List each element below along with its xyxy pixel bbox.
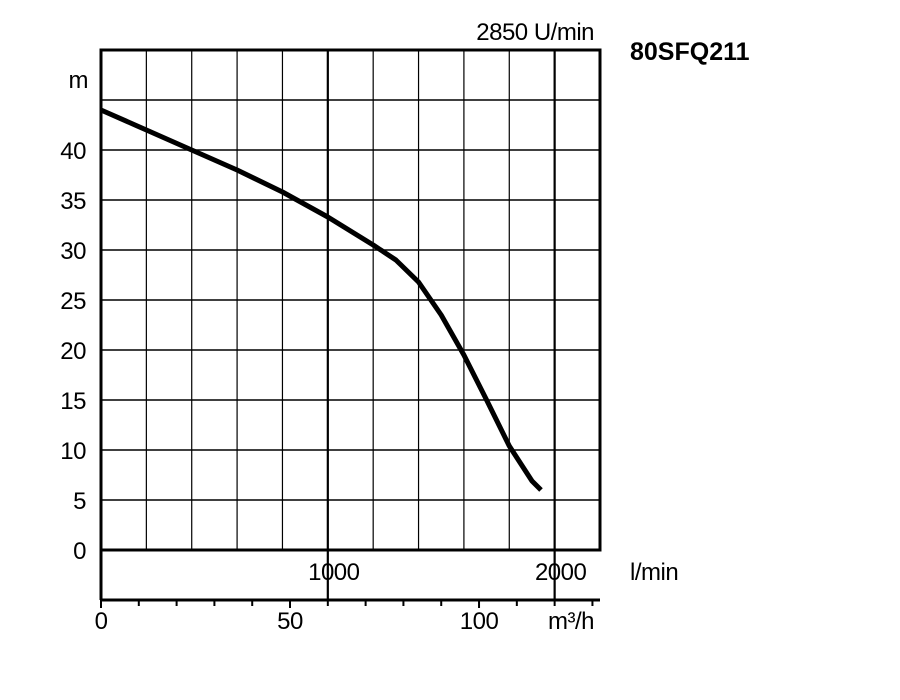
x-axis-label: l/min xyxy=(630,559,678,586)
secondary-x-tick-label: 50 xyxy=(277,608,303,635)
secondary-x-axis-label: m³/h xyxy=(548,608,594,635)
y-tick-label: 15 xyxy=(60,388,86,415)
secondary-x-axis-ticks xyxy=(99,550,594,608)
secondary-x-tick-label: 0 xyxy=(95,608,108,635)
head-curve xyxy=(99,107,543,492)
speed-label: 2850 U/min xyxy=(476,19,594,46)
grid-lines xyxy=(101,50,600,600)
y-tick-label: 35 xyxy=(60,188,86,215)
x-tick-label: 2000 xyxy=(535,559,587,586)
y-tick-label: 30 xyxy=(60,238,86,265)
y-tick-label: 0 xyxy=(73,538,86,565)
y-tick-label: 20 xyxy=(60,338,86,365)
y-tick-label: 25 xyxy=(60,288,86,315)
y-tick-label: 10 xyxy=(60,438,86,465)
x-tick-label: 1000 xyxy=(308,559,360,586)
y-axis-label: m xyxy=(69,67,89,94)
secondary-x-tick-label: 100 xyxy=(460,608,499,635)
y-tick-label: 5 xyxy=(73,488,86,515)
model-title: 80SFQ211 xyxy=(630,38,750,66)
y-tick-labels: 0 5 10 15 20 25 30 35 40 xyxy=(60,138,86,565)
y-tick-label: 40 xyxy=(60,138,86,165)
secondary-x-tick-labels: 0 50 100 xyxy=(95,608,499,635)
x-tick-labels: 1000 2000 xyxy=(308,559,587,586)
